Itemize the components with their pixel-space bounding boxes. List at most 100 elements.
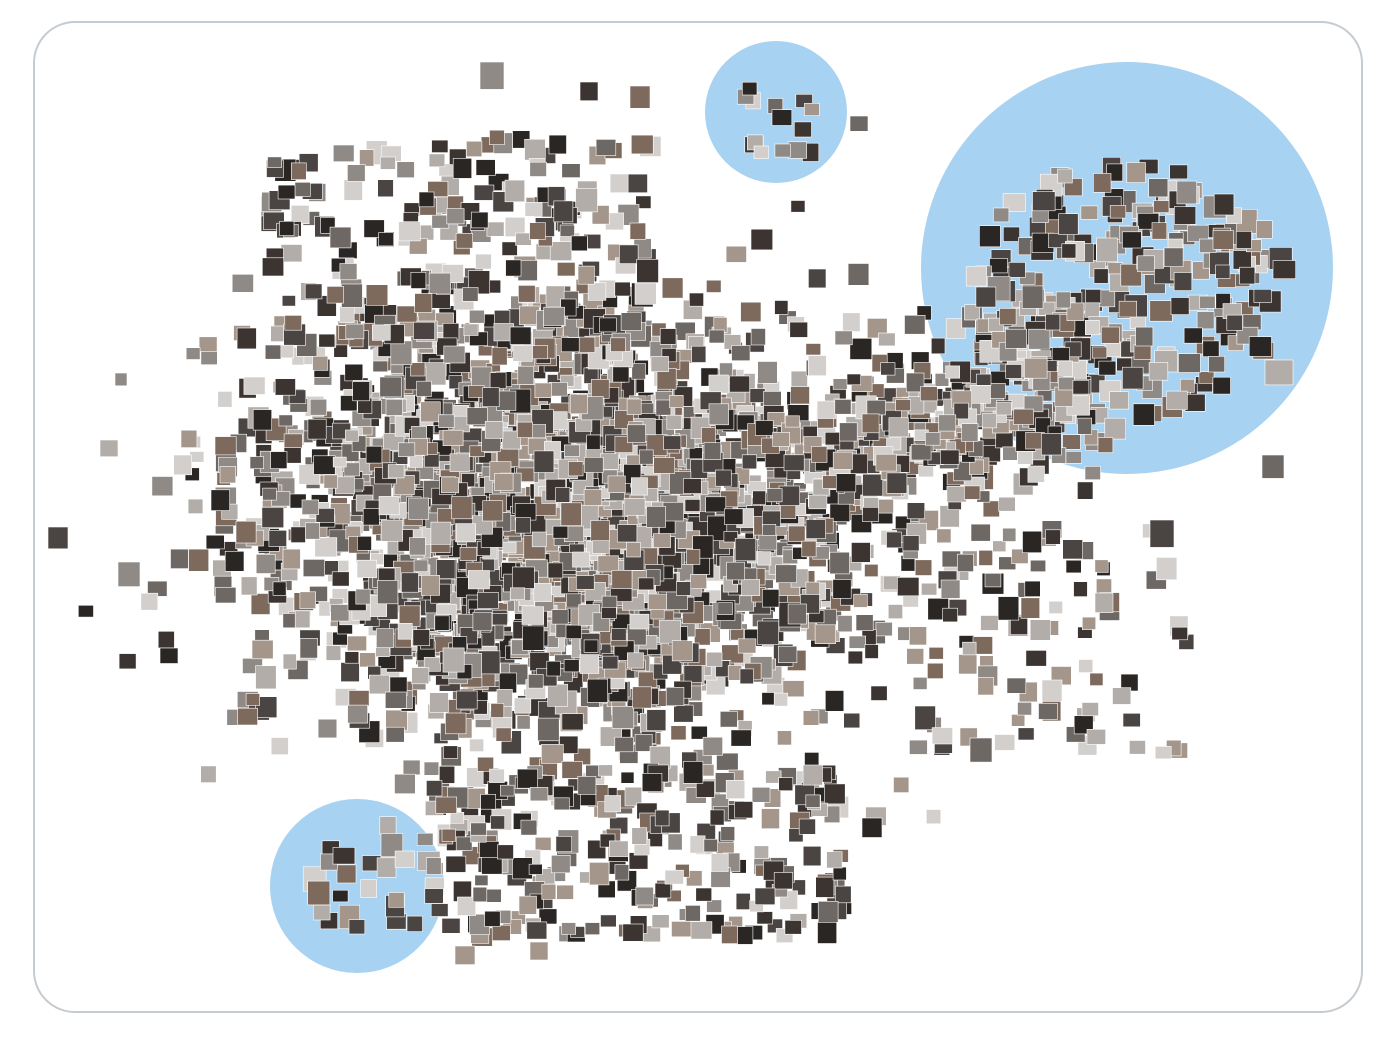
image-thumbnail [431, 139, 449, 153]
image-thumbnail [250, 593, 271, 615]
image-thumbnail [736, 926, 754, 945]
image-thumbnail [344, 651, 360, 664]
image-thumbnail [412, 629, 430, 647]
image-thumbnail [549, 241, 573, 261]
image-thumbnail [446, 208, 465, 225]
image-thumbnail [516, 715, 531, 730]
image-thumbnail [1017, 727, 1035, 741]
image-thumbnail [629, 85, 651, 109]
image-thumbnail [614, 281, 631, 297]
image-thumbnail [962, 641, 977, 656]
image-thumbnail [647, 593, 668, 610]
image-thumbnail [590, 520, 610, 542]
image-thumbnail [1062, 434, 1081, 450]
image-thumbnail [376, 857, 397, 878]
image-thumbnail [430, 903, 449, 917]
image-thumbnail [608, 840, 629, 857]
image-thumbnail [387, 464, 405, 479]
image-thumbnail [761, 589, 780, 608]
image-thumbnail [348, 690, 370, 707]
image-thumbnail [501, 241, 518, 256]
image-thumbnail [472, 886, 488, 903]
image-thumbnail [469, 309, 485, 324]
image-thumbnail [1032, 191, 1056, 212]
image-thumbnail [682, 761, 704, 784]
image-thumbnail [283, 433, 303, 449]
image-thumbnail [268, 529, 287, 547]
image-thumbnail [551, 609, 569, 625]
image-thumbnail [1061, 243, 1077, 259]
image-thumbnail [982, 412, 998, 429]
image-thumbnail [396, 161, 415, 178]
image-thumbnail [477, 591, 499, 609]
image-thumbnail [895, 399, 911, 412]
image-thumbnail [834, 330, 853, 346]
image-thumbnail [561, 713, 584, 731]
image-thumbnail [396, 305, 418, 323]
image-thumbnail [989, 258, 1008, 274]
image-thumbnail [491, 347, 508, 366]
image-thumbnail [509, 326, 532, 345]
image-thumbnail [517, 421, 534, 438]
image-thumbnail [378, 232, 394, 247]
image-thumbnail [824, 431, 841, 446]
image-thumbnail [650, 356, 669, 372]
image-thumbnail [339, 305, 355, 323]
image-thumbnail [909, 739, 928, 755]
image-thumbnail [1137, 255, 1155, 272]
image-thumbnail [600, 914, 617, 928]
image-thumbnail [646, 709, 667, 731]
image-thumbnail [347, 704, 368, 724]
image-thumbnail [377, 567, 396, 582]
image-thumbnail [636, 258, 659, 283]
image-thumbnail [279, 221, 295, 236]
image-thumbnail [332, 889, 349, 903]
image-thumbnail [1089, 672, 1104, 686]
image-thumbnail [556, 262, 576, 277]
image-thumbnail [312, 355, 329, 371]
image-thumbnail [356, 559, 377, 579]
image-thumbnail [927, 662, 944, 679]
image-thumbnail [663, 435, 682, 450]
image-thumbnail [406, 915, 423, 932]
image-thumbnail [864, 644, 879, 659]
image-thumbnail [936, 528, 952, 544]
image-thumbnail [703, 838, 718, 853]
image-thumbnail [180, 429, 198, 448]
image-thumbnail [307, 880, 331, 906]
image-thumbnail [299, 637, 318, 659]
image-thumbnail [984, 572, 1002, 588]
image-thumbnail [832, 579, 852, 599]
image-thumbnail [683, 478, 702, 494]
image-thumbnail [1048, 600, 1063, 614]
image-thumbnail [969, 385, 991, 404]
image-thumbnail [683, 665, 703, 683]
image-thumbnail [741, 454, 758, 470]
image-thumbnail [757, 620, 780, 645]
image-thumbnail [1082, 616, 1097, 630]
image-thumbnail [408, 497, 430, 520]
image-thumbnail [741, 81, 758, 96]
image-thumbnail [527, 674, 544, 689]
image-thumbnail [690, 725, 708, 740]
image-thumbnail [416, 380, 432, 397]
image-thumbnail [853, 593, 868, 608]
image-thumbnail [975, 286, 997, 308]
image-thumbnail [870, 685, 888, 701]
image-thumbnail [837, 615, 853, 633]
image-thumbnail [753, 845, 769, 859]
image-thumbnail [1256, 220, 1273, 239]
image-thumbnail [231, 273, 254, 293]
image-thumbnail [706, 899, 722, 913]
image-thumbnail [198, 336, 218, 352]
image-thumbnail [441, 477, 459, 494]
image-thumbnail [1174, 206, 1197, 225]
image-thumbnail [334, 476, 355, 495]
image-thumbnail [823, 783, 846, 805]
image-thumbnail [379, 376, 402, 398]
image-thumbnail [340, 662, 360, 683]
image-thumbnail [721, 925, 738, 944]
image-thumbnail [708, 403, 729, 426]
image-thumbnail [970, 523, 991, 542]
image-thumbnail [849, 453, 868, 475]
